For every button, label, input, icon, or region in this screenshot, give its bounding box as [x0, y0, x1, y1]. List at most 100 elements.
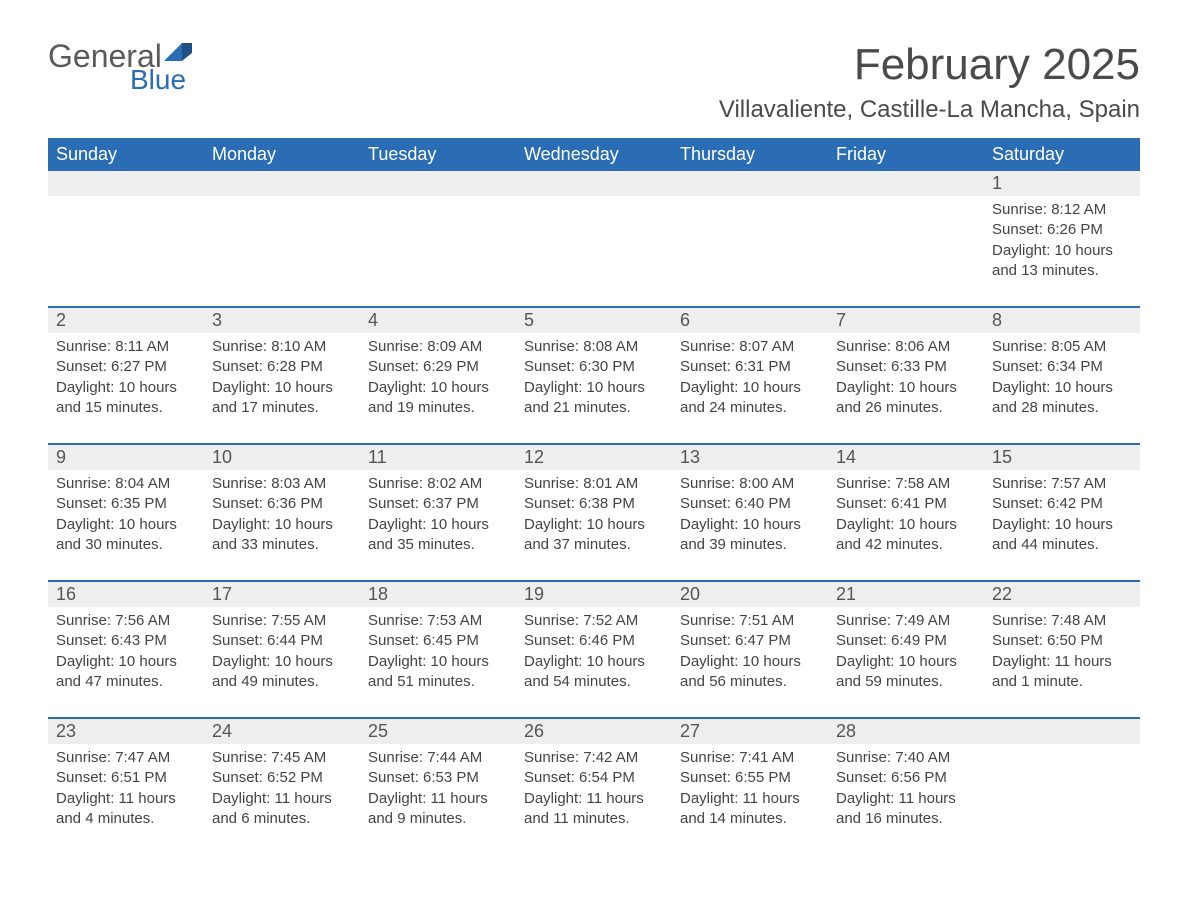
daylight-text: Daylight: 10 hours and 37 minutes. [524, 515, 664, 556]
sunrise-text: Sunrise: 8:09 AM [368, 337, 508, 357]
sunset-text: Sunset: 6:36 PM [212, 494, 352, 514]
sunrise-text: Sunrise: 7:53 AM [368, 611, 508, 631]
sunset-text: Sunset: 6:45 PM [368, 631, 508, 651]
day-number: 16 [48, 582, 204, 607]
month-title: February 2025 [719, 40, 1140, 90]
sunrise-text: Sunrise: 7:42 AM [524, 748, 664, 768]
day-cell: Sunrise: 7:51 AMSunset: 6:47 PMDaylight:… [672, 607, 828, 697]
daylight-text: Daylight: 10 hours and 51 minutes. [368, 652, 508, 693]
daylight-text: Daylight: 10 hours and 24 minutes. [680, 378, 820, 419]
day-number [516, 171, 672, 196]
sunset-text: Sunset: 6:50 PM [992, 631, 1132, 651]
day-number: 19 [516, 582, 672, 607]
day-number: 26 [516, 719, 672, 744]
day-cell: Sunrise: 8:06 AMSunset: 6:33 PMDaylight:… [828, 333, 984, 423]
sunrise-text: Sunrise: 7:57 AM [992, 474, 1132, 494]
daylight-text: Daylight: 10 hours and 39 minutes. [680, 515, 820, 556]
day-cell: Sunrise: 8:01 AMSunset: 6:38 PMDaylight:… [516, 470, 672, 560]
sunrise-text: Sunrise: 8:03 AM [212, 474, 352, 494]
daylight-text: Daylight: 10 hours and 47 minutes. [56, 652, 196, 693]
location: Villavaliente, Castille-La Mancha, Spain [719, 96, 1140, 124]
day-cell: Sunrise: 8:07 AMSunset: 6:31 PMDaylight:… [672, 333, 828, 423]
day-cell [984, 744, 1140, 834]
daynum-row: 232425262728 [48, 719, 1140, 744]
sunset-text: Sunset: 6:49 PM [836, 631, 976, 651]
day-cell: Sunrise: 7:40 AMSunset: 6:56 PMDaylight:… [828, 744, 984, 834]
sunrise-text: Sunrise: 7:44 AM [368, 748, 508, 768]
daylight-text: Daylight: 10 hours and 49 minutes. [212, 652, 352, 693]
day-number: 11 [360, 445, 516, 470]
sunrise-text: Sunrise: 8:04 AM [56, 474, 196, 494]
daynum-row: 1 [48, 171, 1140, 196]
sunset-text: Sunset: 6:53 PM [368, 768, 508, 788]
sunrise-text: Sunrise: 8:05 AM [992, 337, 1132, 357]
day-cell: Sunrise: 8:05 AMSunset: 6:34 PMDaylight:… [984, 333, 1140, 423]
flag-icon [164, 34, 192, 52]
sunrise-text: Sunrise: 7:55 AM [212, 611, 352, 631]
day-number [984, 719, 1140, 744]
day-cell: Sunrise: 8:09 AMSunset: 6:29 PMDaylight:… [360, 333, 516, 423]
daylight-text: Daylight: 10 hours and 26 minutes. [836, 378, 976, 419]
sunrise-text: Sunrise: 8:11 AM [56, 337, 196, 357]
daylight-text: Daylight: 10 hours and 15 minutes. [56, 378, 196, 419]
logo-word2: Blue [130, 66, 192, 94]
day-number: 9 [48, 445, 204, 470]
day-number [672, 171, 828, 196]
dayhead-tuesday: Tuesday [360, 138, 516, 171]
day-cell: Sunrise: 8:12 AMSunset: 6:26 PMDaylight:… [984, 196, 1140, 286]
daylight-text: Daylight: 10 hours and 54 minutes. [524, 652, 664, 693]
dayhead-friday: Friday [828, 138, 984, 171]
daynum-row: 2345678 [48, 308, 1140, 333]
day-number: 7 [828, 308, 984, 333]
day-cell: Sunrise: 7:58 AMSunset: 6:41 PMDaylight:… [828, 470, 984, 560]
sunset-text: Sunset: 6:40 PM [680, 494, 820, 514]
sunset-text: Sunset: 6:47 PM [680, 631, 820, 651]
day-number: 3 [204, 308, 360, 333]
sunset-text: Sunset: 6:44 PM [212, 631, 352, 651]
daylight-text: Daylight: 10 hours and 21 minutes. [524, 378, 664, 419]
daylight-text: Daylight: 10 hours and 28 minutes. [992, 378, 1132, 419]
day-number [204, 171, 360, 196]
daylight-text: Daylight: 11 hours and 6 minutes. [212, 789, 352, 830]
sunrise-text: Sunrise: 8:07 AM [680, 337, 820, 357]
header: General Blue February 2025 Villavaliente… [48, 40, 1140, 134]
sunset-text: Sunset: 6:43 PM [56, 631, 196, 651]
day-number: 1 [984, 171, 1140, 196]
day-cell [828, 196, 984, 286]
sunrise-text: Sunrise: 7:45 AM [212, 748, 352, 768]
daylight-text: Daylight: 10 hours and 35 minutes. [368, 515, 508, 556]
sunrise-text: Sunrise: 7:58 AM [836, 474, 976, 494]
daylight-text: Daylight: 11 hours and 4 minutes. [56, 789, 196, 830]
sunrise-text: Sunrise: 8:12 AM [992, 200, 1132, 220]
day-cell [672, 196, 828, 286]
calendar-grid: Sunday Monday Tuesday Wednesday Thursday… [48, 138, 1140, 834]
day-cell: Sunrise: 8:00 AMSunset: 6:40 PMDaylight:… [672, 470, 828, 560]
day-number: 4 [360, 308, 516, 333]
sunset-text: Sunset: 6:42 PM [992, 494, 1132, 514]
day-cell: Sunrise: 7:49 AMSunset: 6:49 PMDaylight:… [828, 607, 984, 697]
daylight-text: Daylight: 10 hours and 17 minutes. [212, 378, 352, 419]
day-cell: Sunrise: 7:57 AMSunset: 6:42 PMDaylight:… [984, 470, 1140, 560]
daylight-text: Daylight: 10 hours and 19 minutes. [368, 378, 508, 419]
day-cell: Sunrise: 8:03 AMSunset: 6:36 PMDaylight:… [204, 470, 360, 560]
day-cell [204, 196, 360, 286]
day-cell [48, 196, 204, 286]
day-number: 18 [360, 582, 516, 607]
sunset-text: Sunset: 6:26 PM [992, 220, 1132, 240]
dayhead-monday: Monday [204, 138, 360, 171]
dayhead-wednesday: Wednesday [516, 138, 672, 171]
day-number: 22 [984, 582, 1140, 607]
day-cell: Sunrise: 8:04 AMSunset: 6:35 PMDaylight:… [48, 470, 204, 560]
daylight-text: Daylight: 11 hours and 16 minutes. [836, 789, 976, 830]
sunset-text: Sunset: 6:28 PM [212, 357, 352, 377]
sunrise-text: Sunrise: 7:48 AM [992, 611, 1132, 631]
day-number: 24 [204, 719, 360, 744]
daylight-text: Daylight: 10 hours and 33 minutes. [212, 515, 352, 556]
day-cell: Sunrise: 8:11 AMSunset: 6:27 PMDaylight:… [48, 333, 204, 423]
day-number: 28 [828, 719, 984, 744]
sunrise-text: Sunrise: 8:06 AM [836, 337, 976, 357]
day-cell: Sunrise: 7:53 AMSunset: 6:45 PMDaylight:… [360, 607, 516, 697]
day-number: 5 [516, 308, 672, 333]
day-cell: Sunrise: 7:48 AMSunset: 6:50 PMDaylight:… [984, 607, 1140, 697]
daylight-text: Daylight: 10 hours and 42 minutes. [836, 515, 976, 556]
